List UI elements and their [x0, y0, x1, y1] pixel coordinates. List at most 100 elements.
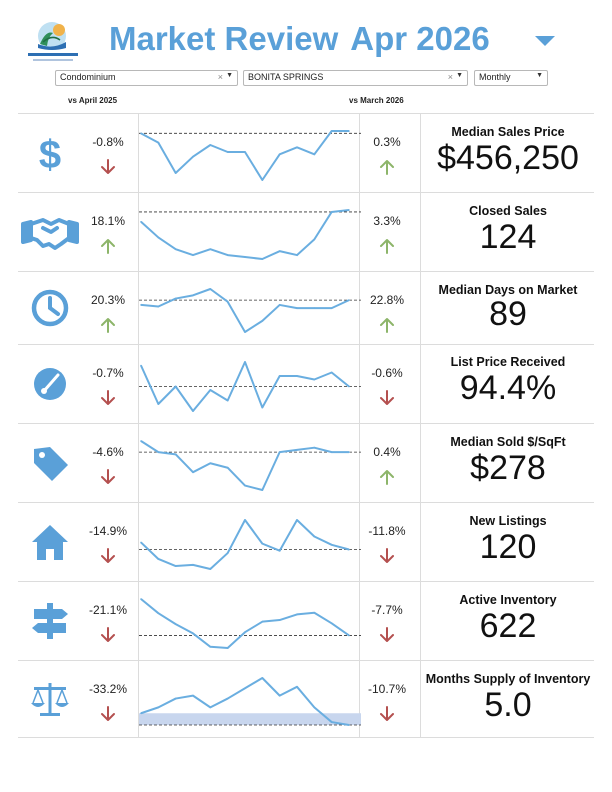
sparkline-point	[140, 304, 142, 306]
sparkline-point	[261, 320, 264, 322]
sparkline-svg	[139, 440, 361, 491]
sparkline-point	[296, 307, 298, 309]
row-divider	[18, 423, 594, 424]
sparkline-point	[209, 288, 212, 290]
clear-area-icon[interactable]: ×	[447, 72, 453, 82]
sparkline-point	[140, 364, 142, 367]
yoy-change: -0.7%	[92, 366, 124, 380]
yoy-comparison-label: vs April 2025	[68, 96, 118, 105]
arrow-up-icon	[98, 315, 118, 335]
sparkline-chart	[138, 344, 361, 423]
sparkline-chart	[138, 581, 361, 660]
metric-row: -14.9% -11.8% New Listings 120	[18, 502, 594, 581]
mom-change: -7.7%	[371, 603, 403, 617]
sparkline-point	[174, 297, 177, 300]
sparkline-svg	[139, 209, 361, 260]
sparkline-series	[140, 130, 349, 181]
realtors-logo	[26, 20, 80, 66]
sparkline-point	[313, 611, 316, 614]
frequency-value: Monthly	[479, 72, 511, 82]
sparkline-point	[244, 151, 246, 153]
sparkline-point	[192, 471, 194, 473]
sparkline-point	[296, 686, 298, 688]
sparkline-chart	[138, 502, 361, 581]
metric-row: 20.3% 22.8% Median Days on Market 89	[18, 271, 594, 344]
sparkline-svg	[139, 598, 361, 649]
sparkline-point	[140, 598, 142, 600]
sparkline-point	[226, 552, 229, 554]
title-text: Market Review	[109, 20, 339, 57]
metric-name: Active Inventory	[459, 593, 557, 607]
metric-row: $ -0.8% 0.3% Median Sales Price $456,250	[18, 113, 594, 192]
chevron-down-icon[interactable]: ▼	[536, 72, 543, 79]
sparkline-series	[140, 598, 350, 649]
sparkline-point	[278, 304, 281, 306]
metric-card: Median Sold $/SqFt $278	[420, 423, 594, 502]
row-divider	[18, 271, 594, 272]
area-filter[interactable]: BONITA SPRINGS × ▼	[243, 70, 468, 86]
sparkline-point	[140, 541, 142, 544]
house-icon	[18, 502, 82, 581]
frequency-filter[interactable]: Monthly ▼	[474, 70, 548, 86]
sparkline-point	[244, 361, 246, 363]
metric-card: New Listings 120	[420, 502, 594, 581]
metric-card: Median Days on Market 89	[420, 271, 594, 344]
metric-name: Median Days on Market	[438, 283, 578, 297]
property-type-value: Condominium	[60, 72, 116, 82]
sparkline-point	[330, 451, 333, 453]
sparkline-point	[348, 209, 350, 211]
clear-property-type-icon[interactable]: ×	[217, 72, 223, 82]
chevron-down-icon[interactable]: ▼	[456, 72, 463, 79]
sparkline-point	[157, 612, 160, 614]
mom-change: 22.8%	[369, 293, 405, 307]
property-type-filter[interactable]: Condominium × ▼	[55, 70, 238, 86]
arrow-down-icon	[98, 546, 118, 566]
sparkline-point	[226, 697, 229, 700]
sparkline-chart	[138, 423, 361, 502]
sparkline-point	[244, 519, 246, 521]
sparkline-point	[278, 153, 281, 156]
sparkline-point	[157, 451, 160, 453]
metric-value: 120	[479, 528, 537, 566]
metric-name: Median Sales Price	[451, 125, 565, 139]
arrow-down-icon	[98, 388, 118, 408]
sparkline-point	[174, 623, 177, 625]
handshake-icon	[18, 192, 82, 271]
row-divider	[18, 502, 594, 503]
metric-row: -4.6% 0.4% Median Sold $/SqFt $278	[18, 423, 594, 502]
metric-value: $278	[470, 449, 546, 487]
sparkline-point	[313, 238, 316, 241]
sparkline-point	[209, 706, 212, 709]
sparkline-point	[348, 299, 350, 301]
arrow-up-icon	[377, 157, 397, 177]
sparkline-point	[313, 535, 316, 538]
sparkline-point	[209, 568, 212, 570]
chevron-down-icon[interactable]: ▼	[226, 72, 233, 79]
arrow-down-icon	[377, 546, 397, 566]
sparkline-svg	[139, 519, 361, 570]
arrow-up-icon	[98, 236, 118, 256]
period-dropdown-icon[interactable]	[533, 34, 557, 48]
sparkline-point	[226, 466, 229, 469]
sparkline-point	[313, 446, 316, 449]
sparkline-point	[330, 211, 333, 213]
sparkline-point	[140, 712, 142, 715]
sparkline-point	[140, 132, 142, 135]
metric-card: Median Sales Price $456,250	[420, 113, 594, 192]
sparkline-point	[226, 300, 229, 303]
sparkline-point	[348, 634, 350, 637]
yoy-change: -14.9%	[88, 524, 128, 538]
mom-change: 0.4%	[373, 445, 401, 459]
mom-change: -10.7%	[367, 682, 407, 696]
sparkline-point	[278, 694, 281, 697]
sparkline-point	[278, 549, 281, 552]
sparkline-point	[174, 453, 177, 456]
metric-row: -0.7% -0.6% List Price Received 94.4%	[18, 344, 594, 423]
sparkline-point	[261, 179, 264, 181]
sparkline-point	[174, 172, 177, 174]
report-header: Market Review Apr 2026	[0, 0, 612, 64]
sparkline-point	[226, 647, 229, 649]
sparkline-point	[244, 687, 246, 690]
sparkline-point	[278, 451, 281, 453]
scale-icon	[18, 660, 82, 737]
